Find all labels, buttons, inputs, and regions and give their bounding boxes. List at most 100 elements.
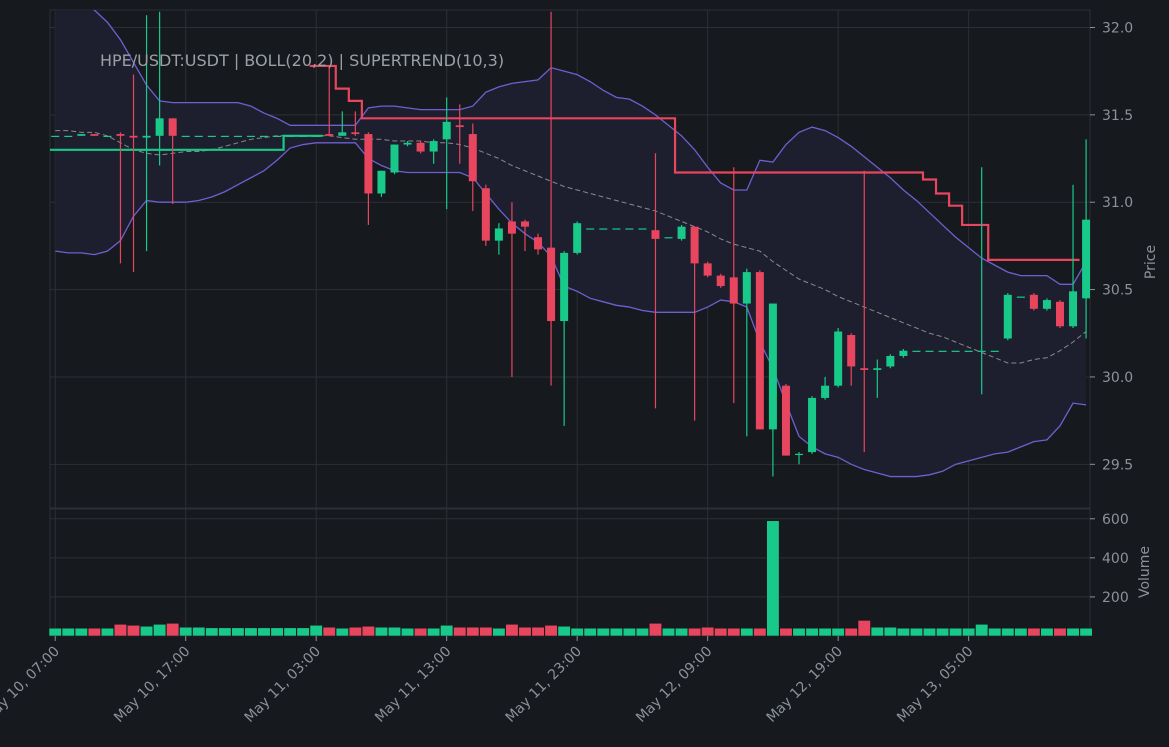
candle-body xyxy=(325,134,334,136)
candle-body xyxy=(742,272,751,304)
candle-body xyxy=(951,350,960,352)
volume-bar xyxy=(466,626,480,637)
volume-bar xyxy=(661,627,676,637)
volume-bar xyxy=(283,627,297,637)
candle-body xyxy=(155,118,164,136)
y-tick-label: 31.5 xyxy=(1102,108,1133,124)
volume-bar xyxy=(935,627,950,637)
candle-body xyxy=(612,228,621,230)
volume-tick-label: 400 xyxy=(1102,551,1129,567)
volume-bar xyxy=(414,627,428,637)
volume-bar xyxy=(427,627,441,637)
candle-body xyxy=(781,385,790,456)
candle-body xyxy=(390,144,399,173)
candle-body xyxy=(51,135,60,138)
volume-bar xyxy=(635,627,649,637)
candle-body xyxy=(547,247,556,322)
candle-body xyxy=(847,335,856,367)
volume-bar xyxy=(792,627,806,637)
volume-bar xyxy=(766,520,780,637)
candle-body xyxy=(442,121,451,140)
candle-body xyxy=(664,237,673,239)
volume-bar xyxy=(1027,627,1041,637)
candle-body xyxy=(638,228,647,230)
candle-body xyxy=(286,135,295,138)
candle-body xyxy=(416,142,425,152)
volume-bar xyxy=(87,627,101,637)
volume-bar xyxy=(1001,627,1015,637)
volume-bar xyxy=(648,622,663,637)
volume-bar xyxy=(1040,627,1054,637)
volume-bar xyxy=(231,627,245,637)
volume-bar xyxy=(505,623,519,637)
candle-body xyxy=(220,135,229,138)
y-tick-label: 29.5 xyxy=(1102,457,1133,473)
volume-bar xyxy=(675,627,689,637)
candle-body xyxy=(494,228,503,241)
price-panel xyxy=(50,10,1090,478)
y-axis-label: Price xyxy=(1143,245,1159,279)
volume-bar xyxy=(883,626,897,637)
candle-body xyxy=(1069,291,1078,327)
volume-bar xyxy=(166,622,180,637)
candle-body xyxy=(507,221,516,234)
candle-body xyxy=(755,272,764,430)
volume-bar xyxy=(205,627,219,637)
candle-body xyxy=(534,237,543,250)
volume-bar xyxy=(583,627,597,637)
volume-bar xyxy=(113,623,128,637)
candle-body xyxy=(481,188,490,241)
candle-body xyxy=(716,275,725,287)
candle-body xyxy=(1082,219,1090,299)
candle-body xyxy=(455,125,464,128)
candle-body xyxy=(194,135,203,138)
volume-bar xyxy=(48,627,62,637)
volume-bar xyxy=(740,627,754,637)
volume-bar xyxy=(1079,627,1093,637)
y-tick-label: 31.0 xyxy=(1102,195,1133,211)
volume-bar xyxy=(922,627,937,637)
band-middle xyxy=(55,130,1087,364)
volume-bar xyxy=(100,627,114,637)
candle-body xyxy=(834,331,843,386)
candle-body xyxy=(403,142,412,145)
candle-body xyxy=(377,170,386,194)
volume-bar xyxy=(714,627,728,637)
volume-bar xyxy=(896,627,910,637)
candle-body xyxy=(677,226,686,239)
volume-bar xyxy=(727,627,741,637)
candle-body xyxy=(520,221,529,227)
volume-bar xyxy=(400,627,415,637)
candle-body xyxy=(925,350,934,352)
candle-body xyxy=(625,228,634,230)
candle-body xyxy=(768,303,777,430)
volume-bar xyxy=(218,627,232,637)
volume-bar xyxy=(831,627,845,637)
candle-body xyxy=(1029,294,1038,309)
candle-body xyxy=(168,118,177,136)
candle-body xyxy=(77,134,86,136)
candle-body xyxy=(1055,301,1064,327)
candle-body xyxy=(312,135,321,138)
volume-bar xyxy=(544,624,558,637)
volume-bar xyxy=(1066,627,1080,637)
candle-body xyxy=(233,135,242,138)
candle-body xyxy=(586,228,595,230)
candle-body xyxy=(1042,300,1051,309)
candle-body xyxy=(351,132,360,135)
volume-bar xyxy=(440,624,454,637)
candle-body xyxy=(299,135,308,138)
candle-body xyxy=(338,132,347,136)
band-upper xyxy=(92,10,1087,285)
volume-bar xyxy=(126,624,141,637)
candle-body xyxy=(560,252,569,322)
volume-bar xyxy=(335,627,349,637)
candle-body xyxy=(129,135,138,138)
candle-body xyxy=(64,135,73,138)
volume-bar xyxy=(962,627,976,637)
volume-bar xyxy=(453,626,467,637)
candle-body xyxy=(103,135,112,138)
volume-bar xyxy=(361,625,375,637)
volume-tick-label: 600 xyxy=(1102,512,1129,528)
